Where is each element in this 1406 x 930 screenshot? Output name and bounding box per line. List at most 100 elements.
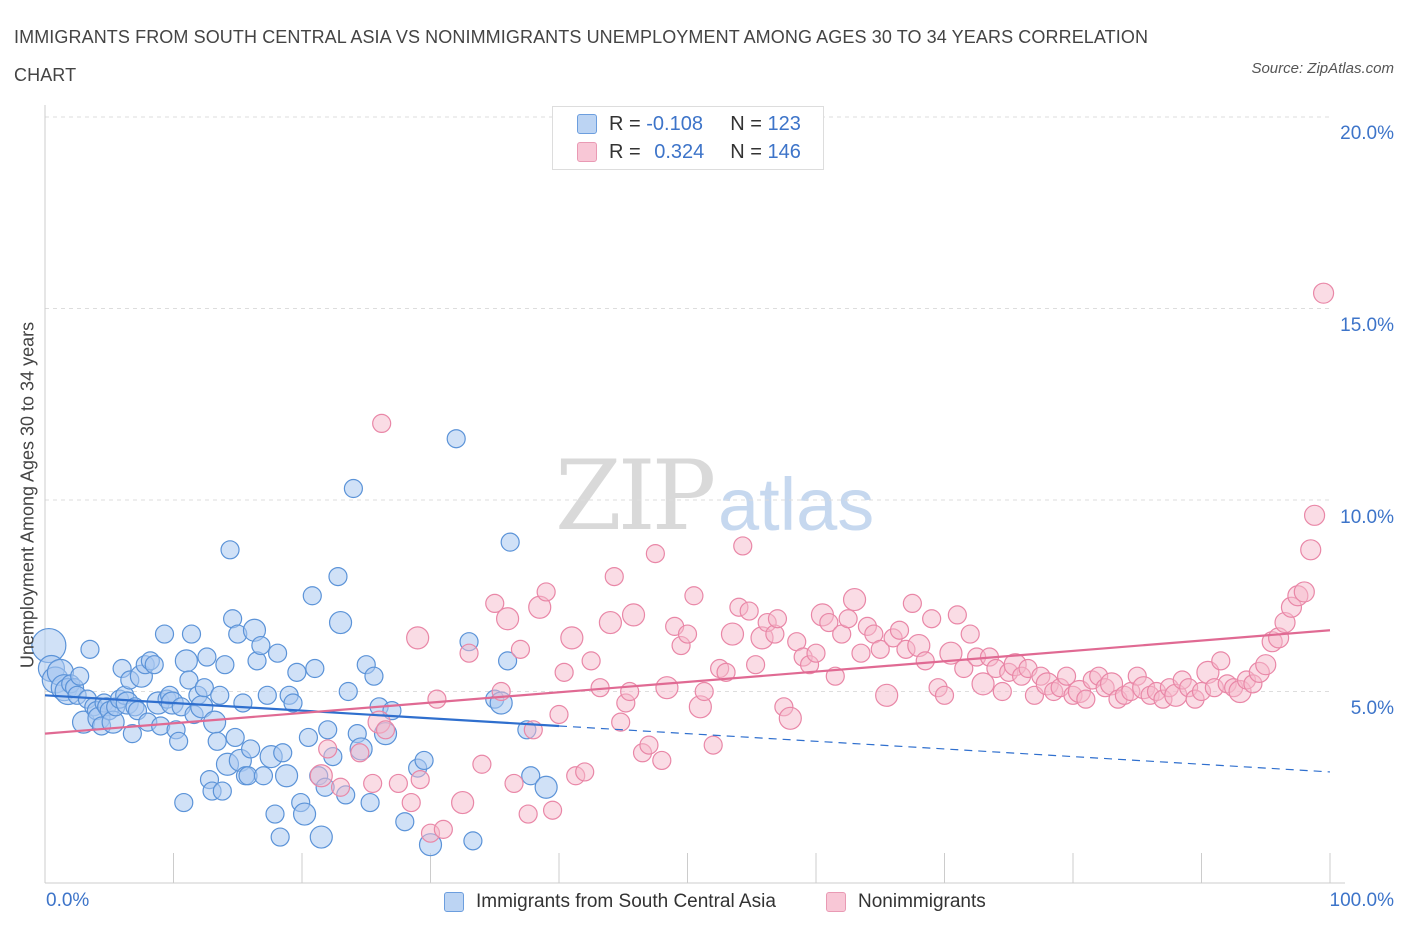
data-point-nonimmigrants <box>581 651 601 671</box>
legend-swatch-blue <box>577 114 597 134</box>
data-point-immigrants <box>70 666 90 686</box>
data-point-nonimmigrants <box>1300 539 1322 561</box>
data-point-nonimmigrants <box>604 566 624 587</box>
data-point-immigrants <box>210 685 230 705</box>
data-point-nonimmigrants <box>960 624 980 644</box>
trend-line-nonimmigrants <box>44 629 1331 735</box>
data-point-nonimmigrants <box>472 754 492 774</box>
data-point-nonimmigrants <box>1303 504 1326 526</box>
data-point-nonimmigrants <box>825 666 845 686</box>
data-point-nonimmigrants <box>536 582 556 602</box>
data-point-nonimmigrants <box>902 593 922 614</box>
data-point-immigrants <box>292 802 317 826</box>
data-point-immigrants <box>298 727 319 748</box>
data-point-nonimmigrants <box>971 672 995 696</box>
data-point-immigrants <box>395 812 415 832</box>
data-point-nonimmigrants <box>733 536 753 556</box>
bottom-legend-swatch-pink <box>826 892 846 912</box>
data-point-immigrants <box>174 792 194 813</box>
bottom-legend-immigrants: Immigrants from South Central Asia <box>444 888 776 916</box>
legend-swatch-pink <box>577 142 597 162</box>
data-point-nonimmigrants <box>684 586 704 606</box>
data-point-nonimmigrants <box>451 790 475 815</box>
data-point-nonimmigrants <box>496 607 520 631</box>
data-point-immigrants <box>283 693 303 713</box>
data-point-nonimmigrants <box>433 819 453 839</box>
data-point-nonimmigrants <box>518 804 538 824</box>
data-point-immigrants <box>270 827 290 847</box>
data-point-nonimmigrants <box>947 605 967 625</box>
data-point-nonimmigrants <box>375 720 396 740</box>
data-point-nonimmigrants <box>703 735 723 755</box>
data-point-immigrants <box>287 662 307 682</box>
data-point-immigrants <box>498 651 518 671</box>
data-point-immigrants <box>309 825 333 849</box>
data-point-immigrants <box>169 731 189 751</box>
data-point-nonimmigrants <box>510 639 531 659</box>
data-point-immigrants <box>122 724 142 744</box>
bottom-legend-nonimmigrants: Nonimmigrants <box>826 888 986 916</box>
legend-r-label: R = <box>609 112 641 135</box>
data-point-nonimmigrants <box>1211 651 1231 671</box>
data-point-immigrants <box>220 540 240 560</box>
correlation-legend: R = -0.108 N = 123 R = 0.324 N = 146 <box>552 106 824 170</box>
data-point-nonimmigrants <box>549 704 569 725</box>
data-point-immigrants <box>534 775 558 799</box>
data-point-nonimmigrants <box>889 620 910 640</box>
data-point-nonimmigrants <box>406 626 430 650</box>
data-point-nonimmigrants <box>318 739 338 759</box>
data-point-immigrants <box>274 764 299 788</box>
data-point-immigrants <box>241 739 261 759</box>
legend-n-value: 123 <box>767 112 801 135</box>
data-point-nonimmigrants <box>939 641 963 665</box>
data-point-immigrants <box>446 429 466 449</box>
data-point-nonimmigrants <box>694 681 714 702</box>
data-point-immigrants <box>463 831 483 851</box>
data-point-nonimmigrants <box>350 743 370 763</box>
data-point-immigrants <box>154 624 175 644</box>
data-point-nonimmigrants <box>655 676 679 700</box>
data-point-nonimmigrants <box>746 655 766 675</box>
data-point-immigrants <box>251 635 271 656</box>
data-point-immigrants <box>174 649 198 673</box>
legend-row-immigrants: R = -0.108 N = 123 <box>577 110 801 138</box>
data-point-nonimmigrants <box>819 612 839 633</box>
data-point-nonimmigrants <box>1312 282 1335 304</box>
data-point-nonimmigrants <box>842 587 867 612</box>
data-point-nonimmigrants <box>1056 666 1077 686</box>
data-point-immigrants <box>360 792 380 813</box>
data-point-nonimmigrants <box>739 601 759 621</box>
data-point-nonimmigrants <box>560 626 584 650</box>
data-point-immigrants <box>328 610 353 635</box>
data-point-nonimmigrants <box>645 544 665 564</box>
data-point-immigrants <box>194 678 214 698</box>
x-tick-label-max: 100.0% <box>1329 890 1394 911</box>
x-tick-label-min: 0.0% <box>46 890 90 911</box>
data-point-nonimmigrants <box>992 681 1012 702</box>
data-point-nonimmigrants <box>922 609 942 629</box>
watermark-atlas: atlas <box>718 463 875 546</box>
data-point-nonimmigrants <box>330 777 351 797</box>
data-point-nonimmigrants <box>720 622 745 646</box>
data-point-immigrants <box>257 685 277 705</box>
data-point-immigrants <box>144 655 164 675</box>
data-point-immigrants <box>265 804 285 824</box>
data-point-nonimmigrants <box>851 643 871 663</box>
data-point-nonimmigrants <box>1076 689 1096 709</box>
data-point-nonimmigrants <box>410 769 430 790</box>
data-point-nonimmigrants <box>652 750 672 771</box>
data-point-nonimmigrants <box>778 706 802 730</box>
data-point-immigrants <box>267 643 288 663</box>
data-point-nonimmigrants <box>838 609 858 629</box>
y-axis-label: Unemployment Among Ages 30 to 34 years <box>17 321 38 669</box>
y-tick-label: 15.0% <box>1340 315 1394 336</box>
data-point-nonimmigrants <box>621 603 646 627</box>
legend-row-nonimmigrants: R = 0.324 N = 146 <box>577 138 801 166</box>
data-point-nonimmigrants <box>372 413 392 433</box>
data-point-immigrants <box>253 766 274 786</box>
data-point-nonimmigrants <box>915 651 935 671</box>
data-point-nonimmigrants <box>767 609 788 629</box>
legend-r-label: R = <box>609 140 641 163</box>
data-point-immigrants <box>328 566 348 587</box>
